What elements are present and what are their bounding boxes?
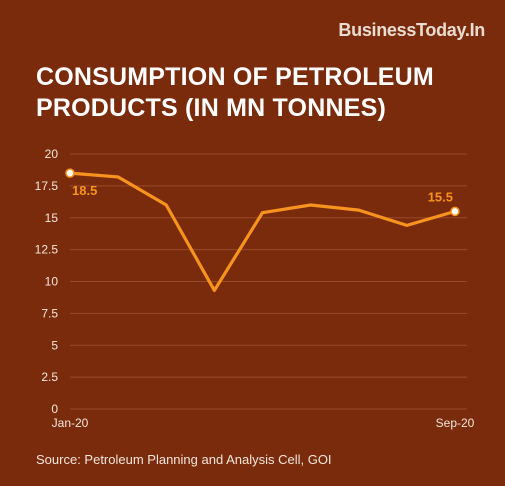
y-tick-label: 5 [51, 338, 58, 352]
x-tick-label: Sep-20 [436, 416, 475, 430]
y-tick-label: 15 [45, 211, 59, 225]
chart-title: CONSUMPTION OF PETROLEUM PRODUCTS (IN MN… [36, 62, 486, 124]
data-labels: 18.5 15.5 [65, 168, 460, 217]
y-tick-label: 2.5 [41, 370, 58, 384]
data-point-marker [450, 206, 460, 217]
y-tick-label: 10 [45, 275, 59, 289]
y-tick-label: 0 [51, 402, 58, 416]
x-tick-label: Jan-20 [52, 416, 89, 430]
source-note: Source: Petroleum Planning and Analysis … [36, 452, 332, 467]
data-point-marker [65, 168, 75, 178]
x-axis-ticks: Jan-20 Sep-20 [52, 416, 475, 430]
y-tick-label: 7.5 [41, 306, 58, 320]
series-line-group [68, 171, 457, 293]
grid-lines [70, 153, 467, 410]
chart-title-line-1: CONSUMPTION OF PETROLEUM [36, 63, 434, 91]
brand-logo: BusinessToday.In [338, 20, 485, 40]
y-tick-label: 17.5 [35, 179, 59, 193]
y-tick-label: 20 [45, 147, 59, 161]
chart-title-line-2: PRODUCTS (IN MN TONNES) [36, 94, 386, 122]
y-axis-ticks: 0 2.5 5 7.5 10 12.5 15 17.5 20 [35, 147, 59, 416]
y-tick-label: 12.5 [35, 243, 59, 257]
series-line [68, 171, 457, 293]
data-label: 18.5 [72, 183, 97, 198]
data-label: 15.5 [428, 189, 453, 204]
